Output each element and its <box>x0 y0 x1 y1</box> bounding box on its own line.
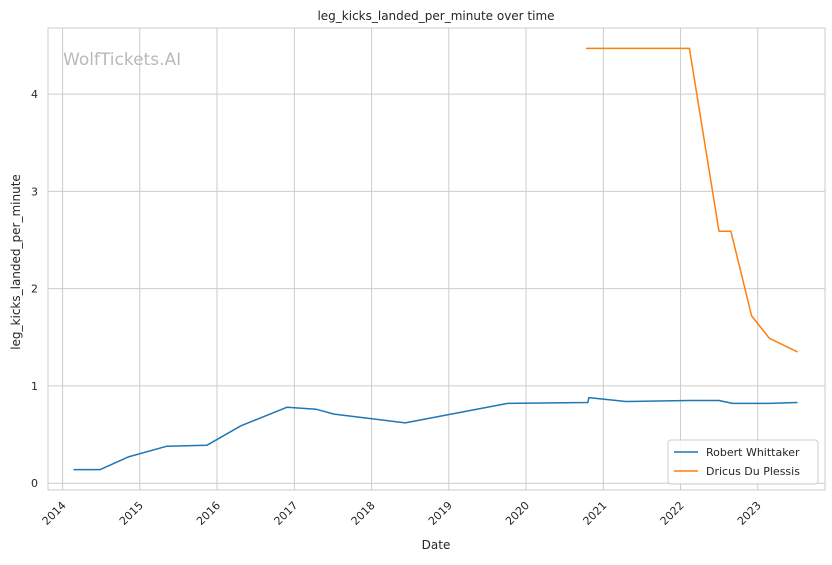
y-tick-label: 3 <box>31 185 38 198</box>
chart-title: leg_kicks_landed_per_minute over time <box>317 9 554 23</box>
y-tick-label: 4 <box>31 88 38 101</box>
grid-lines <box>48 28 825 490</box>
legend-label-robert-whittaker: Robert Whittaker <box>706 446 800 459</box>
legend: Robert Whittaker Dricus Du Plessis <box>667 439 819 485</box>
legend-label-dricus-du-plessis: Dricus Du Plessis <box>706 465 800 478</box>
series-line-dricus-du-plessis <box>586 47 798 353</box>
y-tick-label: 0 <box>31 477 38 490</box>
y-tick-labels: 0 1 2 3 4 <box>31 88 38 490</box>
watermark: WolfTickets.AI <box>63 50 181 70</box>
series-line-robert-whittaker <box>73 396 798 471</box>
x-axis-label: Date <box>422 538 451 552</box>
plot-frame <box>47 27 826 491</box>
legend-box <box>667 439 819 485</box>
y-axis-label: leg_kicks_landed_per_minute <box>9 174 23 350</box>
series-lines <box>73 47 798 471</box>
y-tick-label: 1 <box>31 380 38 393</box>
y-tick-label: 2 <box>31 283 38 296</box>
